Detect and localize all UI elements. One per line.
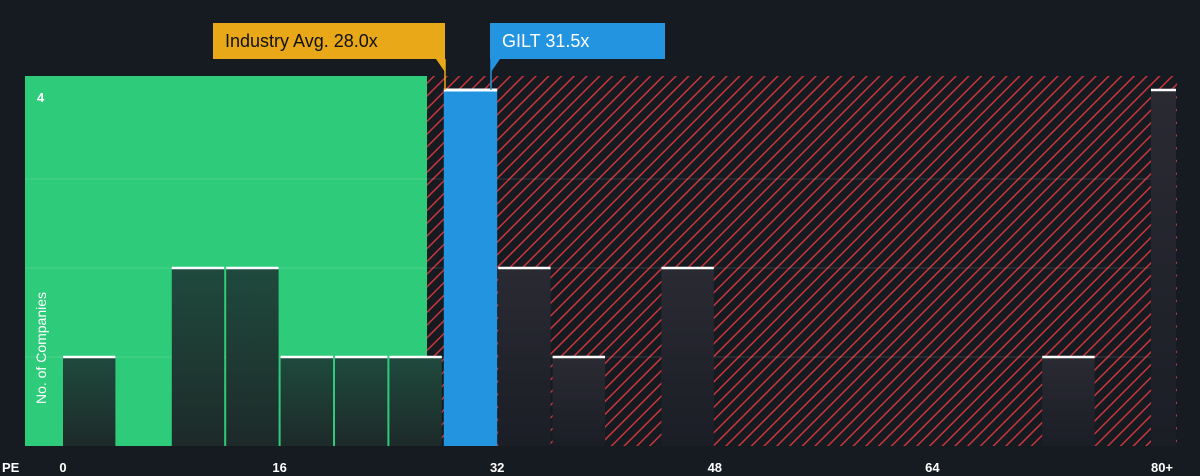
- x-tick-label: 48: [708, 460, 722, 475]
- industry-avg-pointer-tip: [436, 59, 445, 72]
- x-tick-label: 16: [272, 460, 286, 475]
- company-pe-callout: GILT 31.5x: [490, 23, 665, 59]
- bar: [335, 357, 388, 446]
- bar: [661, 268, 714, 446]
- y-tick-label: 4: [37, 90, 45, 105]
- bar: [280, 357, 333, 446]
- x-tick-label: 80+: [1151, 460, 1173, 475]
- bar: [1151, 90, 1176, 446]
- bar: [389, 357, 442, 446]
- x-tick-label: 0: [59, 460, 66, 475]
- x-axis-label: PE: [2, 460, 20, 475]
- y-axis-title: No. of Companies: [33, 292, 49, 404]
- bar: [171, 268, 225, 446]
- industry-avg-callout: Industry Avg. 28.0x: [213, 23, 445, 59]
- company-pointer-tip: [491, 59, 500, 72]
- bar: [226, 268, 279, 446]
- x-tick-label: 64: [925, 460, 940, 475]
- x-tick-label: 32: [490, 460, 504, 475]
- bar: [552, 357, 605, 446]
- bar: [63, 357, 116, 446]
- bar: [498, 268, 551, 446]
- bar: [1042, 357, 1095, 446]
- bar-company: [443, 90, 498, 446]
